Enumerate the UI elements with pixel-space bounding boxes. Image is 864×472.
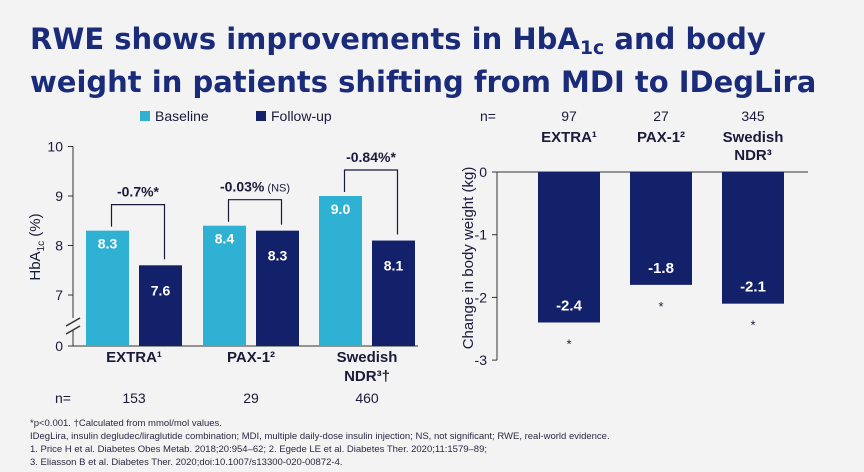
footnote-abbreviations: IDegLira, insulin degludec/liraglutide c… [30, 431, 610, 442]
change-bracket [110, 204, 166, 260]
axis-break-mark [65, 317, 81, 327]
y-axis-label-main: HbA [27, 251, 44, 280]
weight-bar [630, 172, 692, 285]
right-n-value: 345 [741, 108, 765, 124]
right-y-tick-label: -1 [475, 227, 488, 243]
right-y-tick-label: -3 [475, 352, 488, 368]
weight-value-label: -2.4 [556, 297, 583, 314]
bar-followup [139, 265, 182, 346]
change-label: -0.03% (NS) [220, 179, 290, 195]
bar-value-label: 7.6 [151, 282, 171, 298]
axis-break-mark [65, 325, 81, 335]
weight-value-label: -1.8 [648, 260, 674, 277]
bar-baseline [86, 230, 129, 346]
title-line-1: RWE shows improvements in HbA1c and body [30, 22, 850, 65]
title-text-end: and body [604, 22, 766, 56]
footnotes: *p<0.001. †Calculated from mmol/mol valu… [30, 417, 850, 469]
title-line-2: weight in patients shifting from MDI to … [30, 65, 817, 99]
y-tick-label: 10 [47, 139, 63, 155]
change-note: (NS) [264, 183, 290, 195]
legend-swatch-baseline [140, 111, 150, 121]
category-label: PAX-1² [227, 349, 275, 366]
category-label-line2: NDR³† [344, 368, 390, 385]
bar-value-label: 8.1 [384, 258, 404, 274]
legend-label-followup: Follow-up [271, 108, 332, 124]
legend-swatch-followup [256, 111, 266, 121]
significance-marker: * [566, 336, 571, 351]
right-category-label-line2: NDR³ [734, 147, 772, 164]
title-subscript: 1c [579, 37, 605, 59]
bar-value-label: 9.0 [331, 201, 351, 217]
y-tick-label: 9 [55, 188, 63, 204]
n-value: 153 [122, 390, 146, 406]
y-axis-label-sub: 1c [36, 241, 47, 252]
n-value: 29 [243, 390, 259, 406]
right-category-label: EXTRA¹ [541, 129, 597, 146]
significance-marker: * [658, 299, 663, 314]
weight-bar [722, 172, 784, 304]
change-label: -0.7%* [117, 184, 160, 200]
legend-label-baseline: Baseline [155, 108, 209, 124]
right-y-tick-label: -2 [475, 289, 488, 305]
right-y-tick-label: 0 [479, 164, 487, 180]
footnote-significance: *p<0.001. †Calculated from mmol/mol valu… [30, 418, 222, 429]
bar-value-label: 8.3 [98, 236, 118, 252]
slide-title: RWE shows improvements in HbA1c and body… [30, 22, 850, 99]
change-bracket [343, 169, 399, 235]
bar-baseline [203, 225, 246, 346]
n-label: n= [55, 390, 71, 406]
right-n-value: 97 [561, 108, 577, 124]
y-tick-label: 0 [55, 338, 63, 354]
bar-followup [372, 240, 415, 346]
right-n-value: 27 [653, 108, 669, 124]
y-axis-label: HbA1c (%) [27, 213, 47, 280]
right-y-axis-label: Change in body weight (kg) [460, 167, 477, 350]
change-bracket [227, 199, 283, 225]
significance-marker: * [750, 318, 755, 333]
n-value: 460 [355, 390, 379, 406]
weight-value-label: -2.1 [740, 279, 766, 296]
y-tick-label: 8 [55, 238, 63, 254]
y-axis-label-unit: (%) [27, 213, 44, 241]
weight-bar [538, 172, 600, 323]
footnote-references-2: 3. Eliasson B et al. Diabetes Ther. 2020… [30, 457, 343, 468]
category-label: EXTRA¹ [106, 349, 162, 366]
change-label: -0.84%* [346, 149, 396, 165]
title-text: RWE shows improvements in HbA [30, 22, 580, 56]
right-category-label: Swedish [723, 129, 784, 146]
right-n-label: n= [480, 108, 496, 124]
footnote-references-1: 1. Price H et al. Diabetes Obes Metab. 2… [30, 444, 488, 455]
bar-value-label: 8.4 [215, 231, 235, 247]
right-category-label: PAX-1² [637, 129, 685, 146]
category-label: Swedish [337, 349, 398, 366]
bar-followup [256, 230, 299, 346]
y-tick-label: 7 [55, 287, 63, 303]
bar-baseline [319, 196, 362, 346]
bar-value-label: 8.3 [268, 248, 288, 264]
